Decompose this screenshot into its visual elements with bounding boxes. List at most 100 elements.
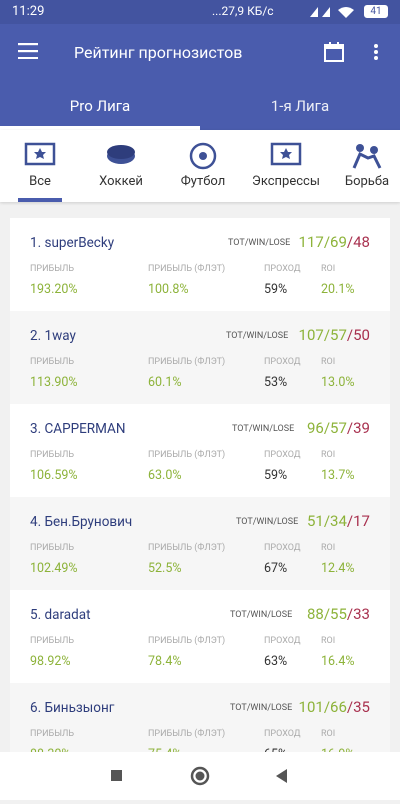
pass-value: 67% (264, 561, 288, 576)
record-label: TOT/WIN/LOSE (230, 610, 293, 620)
profit-value: 98.92% (30, 654, 71, 669)
record: 51/34/17 (307, 512, 370, 530)
separator: / (323, 512, 331, 530)
lose: 50 (353, 326, 370, 344)
category[interactable]: Борьба (344, 174, 390, 189)
lose: 17 (353, 512, 370, 530)
roi-label: ROI (321, 264, 336, 274)
forecaster-card[interactable]: 2. 1way TOT/WIN/LOSE 107/57/50 ПРИБЫЛЬ 113.9… (10, 311, 390, 404)
profit-label: ПРИБЫЛЬ (30, 264, 75, 274)
record-label: TOT/WIN/LOSE (228, 238, 291, 248)
separator: / (346, 233, 354, 251)
title: Рейтинг прогнозистов (74, 43, 243, 62)
roi-value: 12.4% (321, 561, 355, 576)
tot: 101 (298, 698, 324, 716)
pass-label: ПРОХОД (264, 264, 301, 274)
pass-value: 63% (264, 654, 288, 669)
separator: / (323, 419, 331, 437)
profit-value: 113.90% (30, 375, 78, 390)
category[interactable]: Хоккей (99, 174, 143, 189)
lose: 35 (353, 698, 370, 716)
profit-label: ПРИБЫЛЬ (30, 636, 75, 646)
profit-label: ПРИБЫЛЬ (30, 729, 75, 739)
separator: / (323, 326, 331, 344)
network-speed: ...27,9 КБ/с (212, 4, 274, 18)
pass-label: ПРОХОД (264, 636, 301, 646)
lose: 48 (353, 233, 370, 251)
category[interactable]: Футбол (180, 174, 226, 189)
profit_flat-value: 75.4% (148, 747, 182, 752)
win: 57 (330, 326, 347, 344)
app-bar: Рейтинг прогнозистов (0, 24, 400, 80)
profit_flat-label: ПРИБЫЛЬ (ФЛЭТ) (148, 636, 226, 646)
record-label: TOT/WIN/LOSE (230, 703, 293, 713)
tot: 107 (298, 326, 324, 344)
calendar-button[interactable] (323, 41, 345, 63)
separator: / (323, 605, 331, 623)
win: 34 (330, 512, 347, 530)
profit_flat-label: ПРИБЫЛЬ (ФЛЭТ) (148, 264, 226, 274)
separator: / (346, 419, 354, 437)
time: 11:29 (12, 4, 45, 19)
forecaster-name: 2. 1way (30, 328, 76, 344)
profit_flat-label: ПРИБЫЛЬ (ФЛЭТ) (148, 450, 226, 460)
roi-value: 20.1% (321, 282, 355, 297)
pass-label: ПРОХОД (264, 543, 301, 553)
profit_flat-label: ПРИБЫЛЬ (ФЛЭТ) (148, 357, 226, 367)
tab[interactable]: Pro Лига (69, 97, 131, 115)
category-bar: Все Хоккей Футбол Экспрессы Борьба (0, 130, 400, 202)
profit_flat-value: 60.1% (148, 375, 182, 390)
win: 66 (330, 698, 347, 716)
profit_flat-label: ПРИБЫЛЬ (ФЛЭТ) (148, 543, 226, 553)
record: 107/57/50 (299, 326, 370, 344)
profit-value: 193.20% (30, 282, 78, 297)
menu-button[interactable] (18, 43, 38, 59)
forecaster-card[interactable]: 1. superBecky TOT/WIN/LOSE 117/69/48 ПРИБЫЛ… (10, 218, 390, 311)
forecaster-card[interactable]: 4. Бен.Брунович TOT/WIN/LOSE 51/34/17 ПРИБЫ… (10, 497, 390, 590)
league-tabs: Pro Лига 1-я Лига (0, 80, 400, 130)
separator: / (346, 698, 354, 716)
lose: 33 (353, 605, 370, 623)
pass-label: ПРОХОД (264, 450, 301, 460)
roi-label: ROI (321, 357, 336, 367)
forecaster-card[interactable]: 3. CAPPERMAN TOT/WIN/LOSE 96/57/39 ПРИБЫЛЬ 1… (10, 404, 390, 497)
separator: / (323, 233, 331, 251)
forecaster-name: 5. daradat (30, 607, 91, 623)
record: 96/57/39 (307, 419, 370, 437)
record-label: TOT/WIN/LOSE (226, 331, 289, 341)
pass-value: 65% (264, 747, 287, 752)
profit-label: ПРИБЫЛЬ (30, 543, 75, 553)
forecaster-name: 3. CAPPERMAN (30, 421, 126, 437)
separator: / (346, 326, 354, 344)
pass-value: 59% (264, 282, 288, 297)
separator: / (346, 605, 354, 623)
category[interactable]: Все (29, 174, 51, 189)
nav-bar (0, 752, 400, 800)
roi-value: 16.9% (321, 747, 355, 752)
win: 69 (330, 233, 347, 251)
forecaster-name: 6. Биньзыонг (30, 700, 115, 716)
tab-indicator (0, 126, 200, 130)
roi-label: ROI (321, 729, 336, 739)
status-bar: 11:29 ...27,9 КБ/с 41 (0, 0, 400, 24)
profit-value: 88.30% (30, 747, 71, 752)
tot: 117 (298, 233, 324, 251)
forecaster-card[interactable]: 5. daradat TOT/WIN/LOSE 88/55/33 ПРИБЫЛЬ 98.… (10, 590, 390, 683)
tot: 51 (306, 512, 324, 530)
forecaster-card[interactable]: 6. Биньзыонг TOT/WIN/LOSE 101/66/35 ПРИБЫЛЬ… (10, 683, 390, 752)
profit-label: ПРИБЫЛЬ (30, 450, 75, 460)
nav-buttons (111, 766, 287, 786)
category[interactable]: Экспрессы (252, 174, 320, 189)
profit-value: 102.49% (30, 561, 78, 576)
pass-value: 59% (264, 468, 288, 483)
profit-label: ПРИБЫЛЬ (30, 357, 75, 367)
pass-value: 53% (264, 375, 288, 390)
forecaster-name: 4. Бен.Брунович (30, 514, 133, 530)
pass-label: ПРОХОД (264, 729, 301, 739)
profit_flat-value: 78.4% (148, 654, 182, 669)
roi-value: 13.0% (321, 375, 355, 390)
roi-label: ROI (321, 543, 336, 553)
more-button[interactable] (372, 43, 380, 63)
tab[interactable]: 1-я Лига (270, 97, 330, 115)
